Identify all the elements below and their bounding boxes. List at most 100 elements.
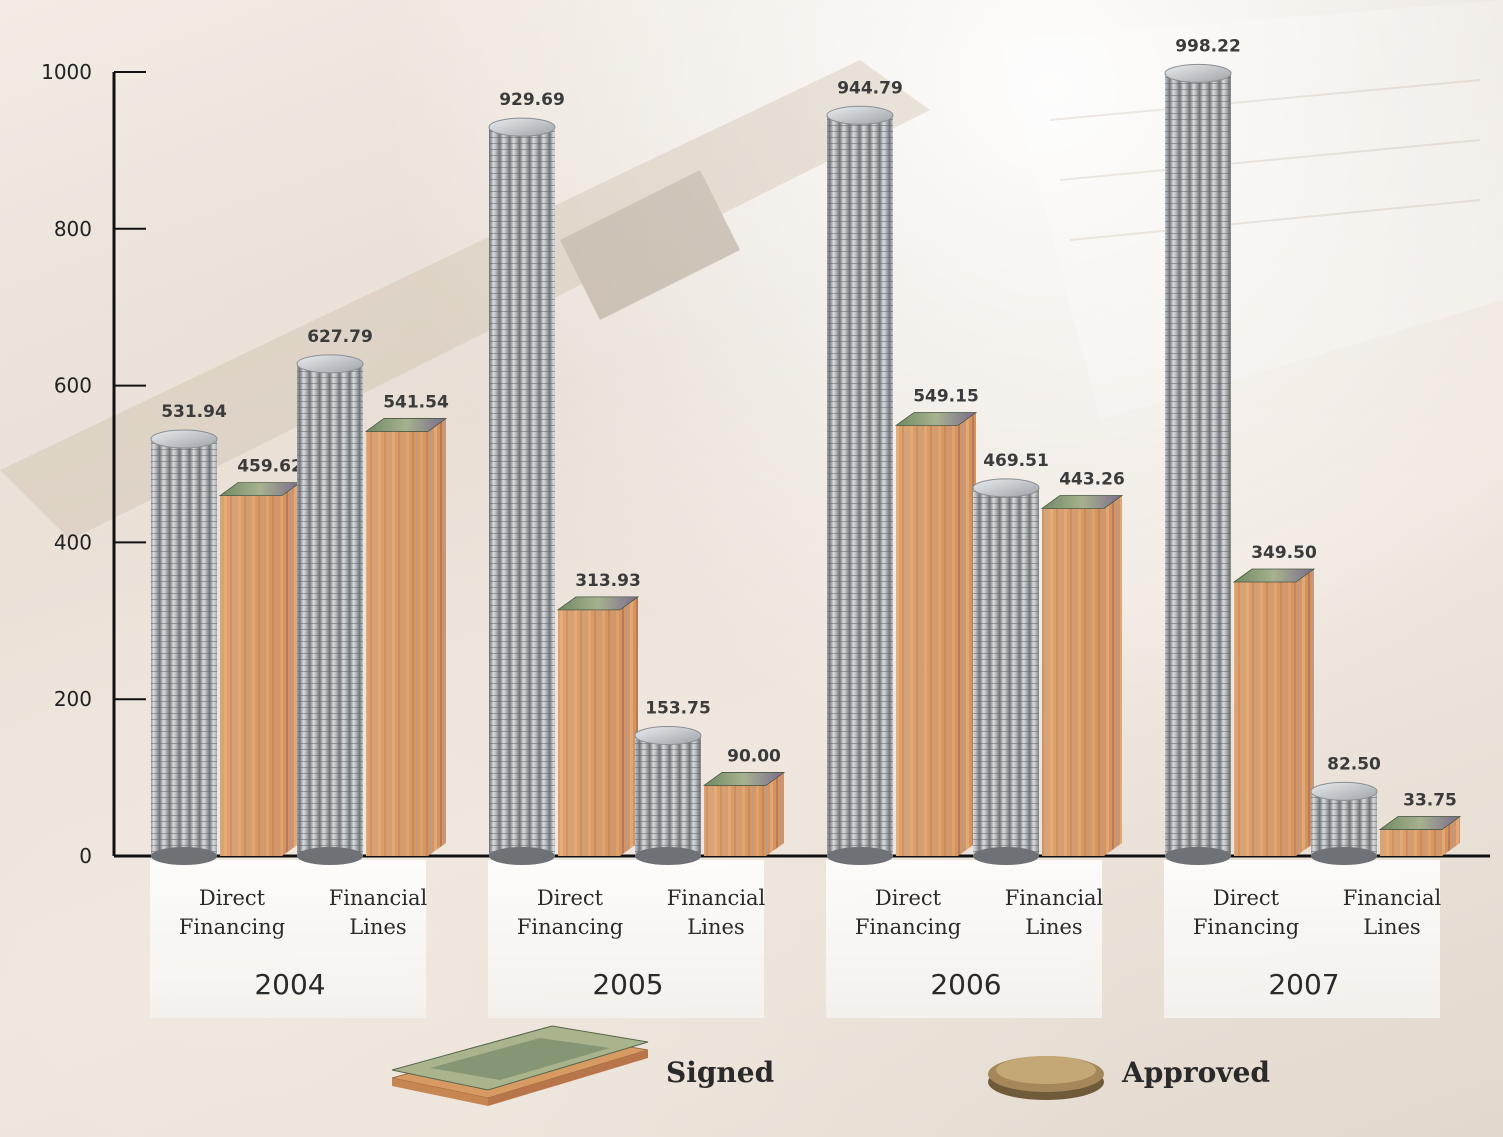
coin-stack-top	[296, 354, 364, 374]
approved-bar	[150, 429, 218, 865]
note-stack-top	[702, 772, 786, 786]
coin-stack-body	[489, 127, 555, 856]
category-label: Financing	[1193, 915, 1299, 939]
signed-bar	[894, 412, 978, 856]
approved-value-label: 82.50	[1327, 754, 1381, 774]
signed-value-label: 541.54	[383, 392, 449, 412]
coin-stack-body	[1165, 73, 1231, 857]
approved-bar	[972, 478, 1040, 865]
x-axis-labels: Direct Financing Financial Lines 2004 Direct F…	[179, 886, 1442, 1001]
category-label: Lines	[687, 915, 744, 939]
approved-bar	[488, 117, 556, 865]
category-label: Financing	[179, 915, 285, 939]
coin-stack-body	[635, 735, 701, 856]
note-stack-texture	[366, 431, 428, 856]
background-pen-graphic	[0, 0, 1503, 540]
signed-bar	[364, 418, 448, 856]
signed-value-label: 313.93	[575, 571, 641, 591]
category-label: Financial	[667, 886, 766, 910]
approved-value-label: 929.69	[499, 90, 565, 110]
category-label: Financial	[329, 886, 428, 910]
coin-stack-base	[827, 847, 893, 865]
group-year-label: 2005	[592, 968, 663, 1001]
legend-label-approved: Approved	[1121, 1056, 1270, 1089]
signed-value-label: 33.75	[1403, 791, 1457, 811]
y-tick-label: 0	[79, 844, 92, 868]
coin-stack-top	[488, 117, 556, 137]
legend-label-signed: Signed	[666, 1056, 774, 1089]
group-label-box	[826, 860, 1102, 1018]
signed-bar	[1232, 568, 1316, 856]
approved-value-label: 153.75	[645, 698, 711, 718]
coin-stack-base	[489, 847, 555, 865]
group-label-box	[150, 860, 426, 1018]
approved-bar	[1310, 781, 1378, 865]
coin-stack-base	[973, 847, 1039, 865]
y-tick-label: 1000	[41, 60, 92, 84]
category-label: Financial	[1005, 886, 1104, 910]
category-label: Lines	[1025, 915, 1082, 939]
coin-stack-base	[297, 847, 363, 865]
group-year-label: 2004	[254, 968, 325, 1001]
approved-bar	[296, 354, 364, 865]
y-tick-label: 200	[54, 687, 92, 711]
approved-value-label: 998.22	[1175, 36, 1241, 56]
coin-stack-base	[1311, 847, 1377, 865]
note-stack-side	[428, 418, 446, 856]
y-axis-ticks: 0 200 400 600 800 1000	[41, 60, 146, 868]
approved-value-label: 469.51	[983, 451, 1049, 471]
note-stack-top	[1378, 816, 1462, 830]
signed-value-label: 90.00	[727, 746, 781, 766]
y-tick-label: 600	[54, 374, 92, 398]
coin-stack-icon	[988, 1056, 1104, 1100]
approved-bar	[1164, 63, 1232, 865]
approved-value-label: 627.79	[307, 327, 373, 347]
signed-bar	[702, 772, 786, 856]
coin-stack-base	[635, 847, 701, 865]
note-stack-top	[1232, 568, 1316, 583]
group-label-box	[488, 860, 764, 1018]
category-label: Financial	[1343, 886, 1442, 910]
category-label: Lines	[349, 915, 406, 939]
signed-bar	[1040, 495, 1124, 856]
signed-value-label: 349.50	[1251, 543, 1317, 563]
y-tick-label: 400	[54, 530, 92, 554]
signed-bar	[556, 596, 640, 856]
approved-value-label: 944.79	[837, 78, 903, 98]
coin-stack-body	[297, 363, 363, 856]
note-stack-side	[620, 596, 638, 856]
approved-bar	[826, 105, 894, 865]
legend: Signed Approved	[391, 1025, 1270, 1106]
category-label: Direct	[875, 886, 942, 910]
note-stack-texture	[220, 495, 282, 856]
note-stack-top	[364, 418, 448, 432]
signed-bar	[1378, 816, 1462, 856]
note-stack-texture	[1042, 508, 1104, 856]
coin-stack-top	[1164, 63, 1232, 83]
signed-value-label: 549.15	[913, 386, 979, 406]
category-label: Direct	[1213, 886, 1280, 910]
group-label-boxes	[150, 860, 1440, 1018]
signed-value-label: 443.26	[1059, 469, 1125, 489]
note-stack-texture	[1380, 829, 1442, 856]
coin-stack-top	[972, 478, 1040, 498]
coin-stack-top	[826, 105, 894, 125]
coin-stack-body	[151, 438, 217, 856]
coin-stack-body	[827, 115, 893, 856]
note-stack-top	[1040, 495, 1124, 509]
category-label: Direct	[199, 886, 266, 910]
coin-stack-base	[151, 847, 217, 865]
coin-stack-body	[973, 487, 1039, 856]
coin-stack-body	[1311, 791, 1377, 856]
note-stack-texture	[896, 425, 958, 856]
note-stack-side	[1104, 495, 1122, 856]
category-label: Lines	[1363, 915, 1420, 939]
coin-stack-base	[1165, 847, 1231, 865]
note-stack-texture	[704, 785, 766, 856]
note-stack-top	[556, 596, 640, 611]
note-stack-side	[1296, 568, 1314, 856]
signed-bar	[218, 482, 302, 856]
signed-value-label: 459.62	[237, 457, 303, 477]
